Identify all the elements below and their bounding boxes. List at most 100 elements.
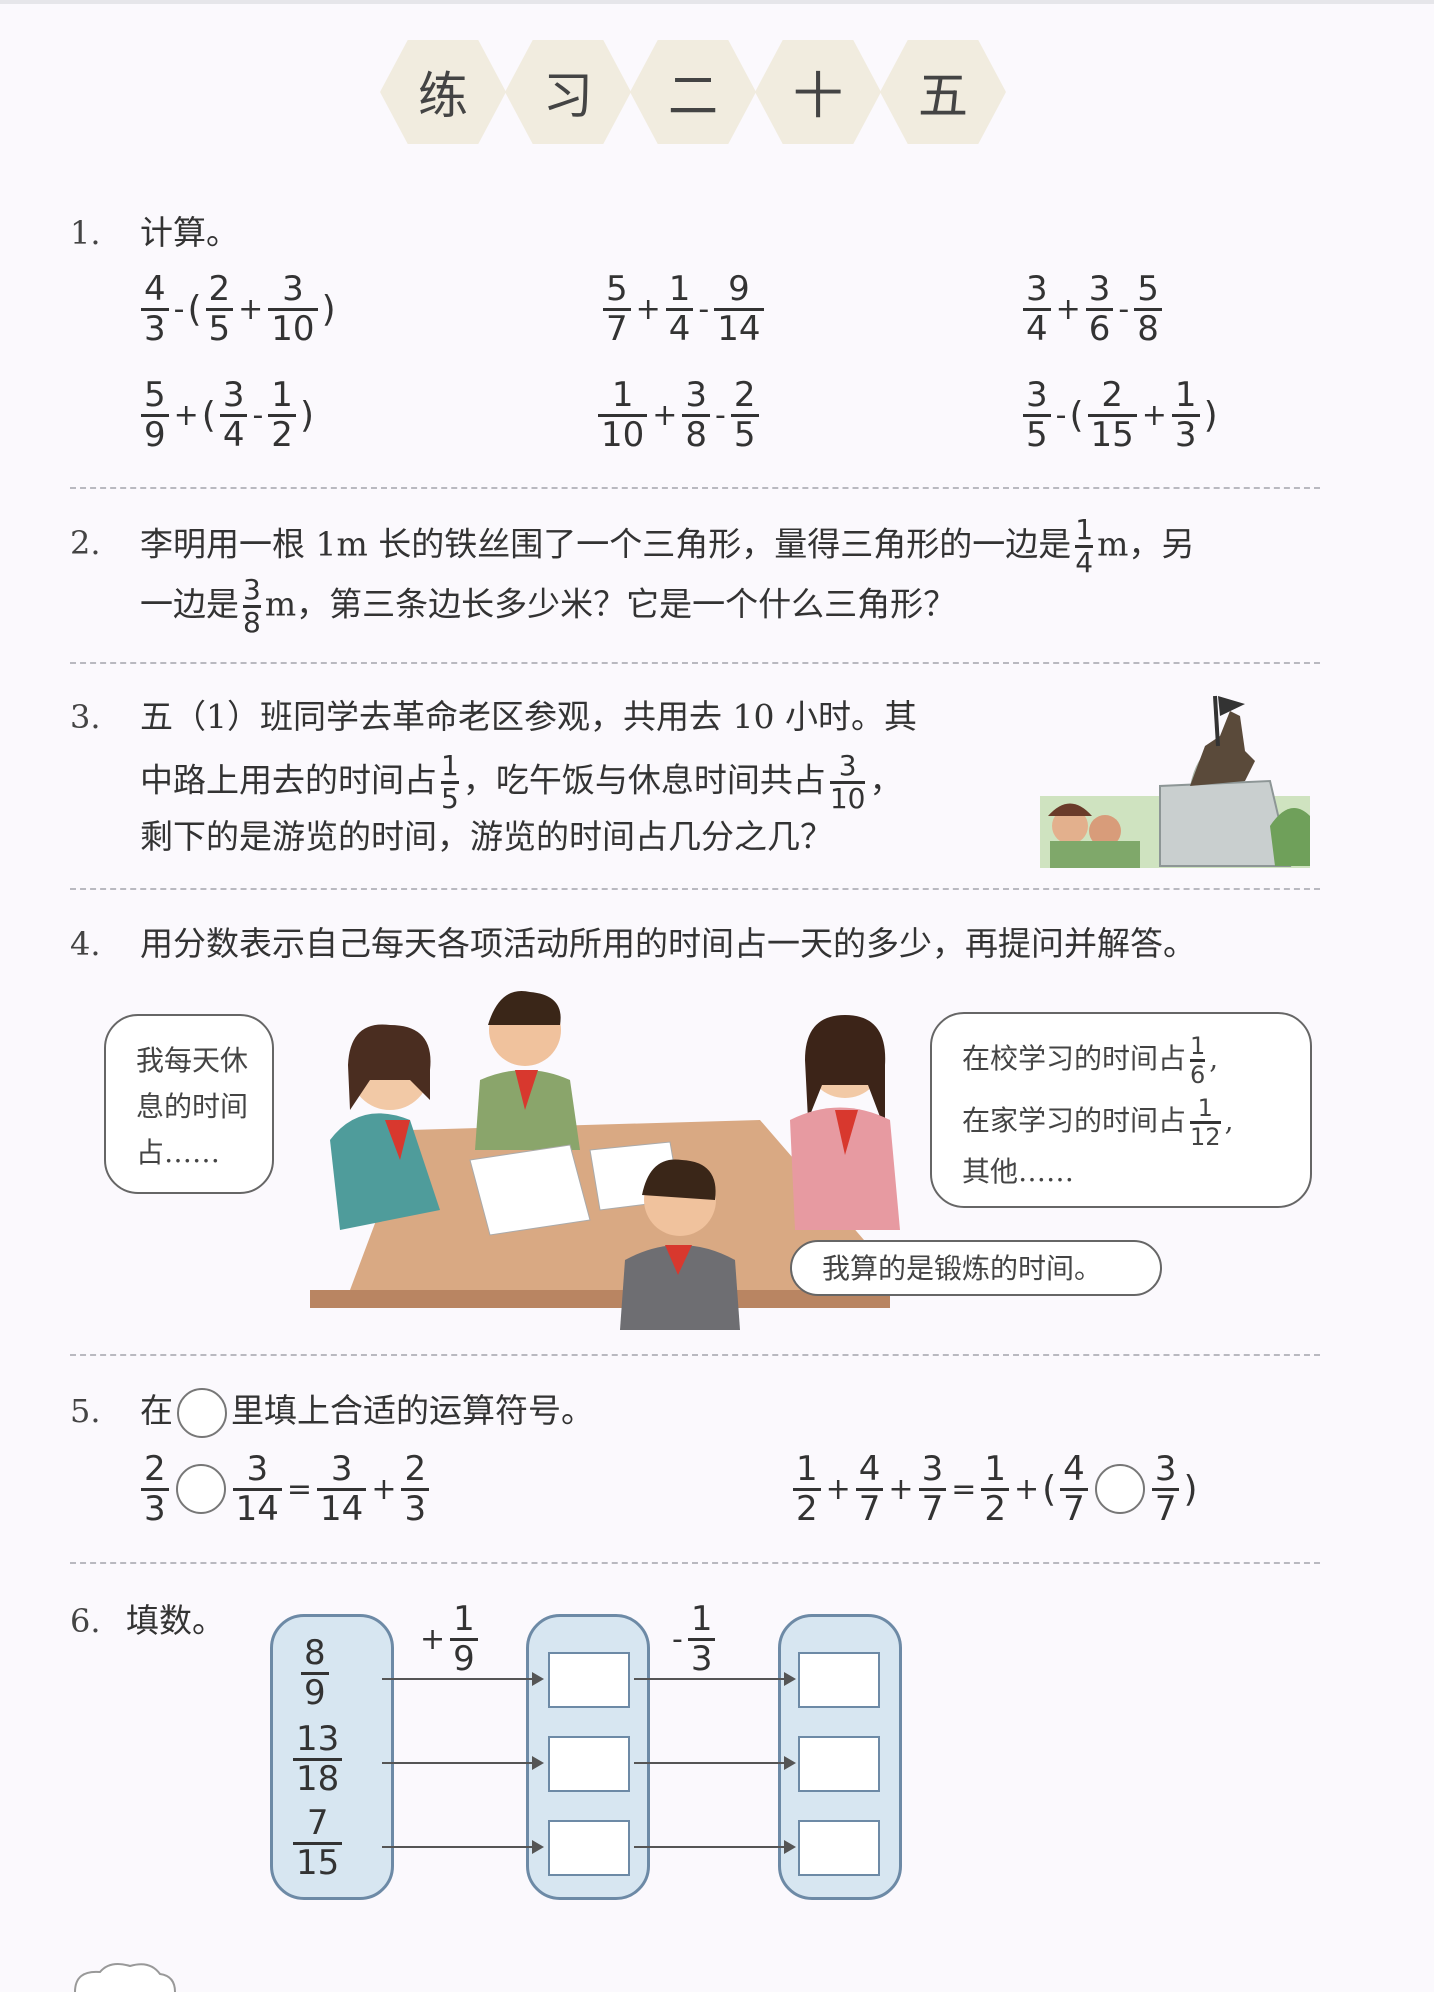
fraction-bar	[401, 1487, 430, 1491]
operator: +	[371, 1471, 397, 1507]
denominator: 7	[1154, 1488, 1177, 1529]
fraction-bar	[1087, 413, 1137, 417]
title-hex-5: 五	[880, 40, 1006, 144]
fraction: 9 14	[714, 269, 764, 349]
parenthesis: )	[299, 394, 314, 436]
answer-box[interactable]	[548, 1820, 630, 1876]
numerator: 1	[453, 1599, 475, 1639]
q3-line-3: 剩下的是游览的时间，游览的时间占几分之几？	[140, 817, 833, 856]
denominator: 2	[984, 1488, 1006, 1529]
divider	[70, 1354, 1320, 1356]
bubble-line: 息的时间	[136, 1090, 249, 1123]
fraction-bar	[793, 1487, 821, 1491]
fraction-bar	[1134, 307, 1162, 311]
fraction: 3 14	[317, 1452, 367, 1526]
numerator: 3	[838, 749, 857, 782]
cloud-icon	[74, 1963, 176, 1992]
denominator: 12	[1190, 1123, 1221, 1151]
q2-line-1: 李明用一根 1m 长的铁丝围了一个三角形，量得三角形的一边是 1 4 m，另	[140, 516, 1194, 577]
denominator: 6	[1088, 308, 1111, 349]
q2-text: 一边是	[140, 584, 239, 624]
numerator: 2	[1101, 375, 1123, 415]
numerator: 4	[1063, 1449, 1085, 1489]
numerator: 2	[733, 375, 756, 415]
numerator: 3	[222, 375, 245, 415]
numerator: 4	[858, 1449, 881, 1489]
denominator: 9	[304, 1672, 326, 1713]
fraction-bar	[714, 307, 764, 311]
numerator: 13	[296, 1719, 340, 1759]
divider	[70, 487, 1320, 489]
denominator: 18	[296, 1758, 340, 1799]
q3-text: 中路上用去的时间占	[140, 760, 437, 800]
fraction: 3 14	[232, 1449, 282, 1526]
q1-expression-6: 3 5-(2 15 +1 3)	[1020, 378, 1219, 452]
denominator: 14	[717, 308, 761, 349]
numerator: 3	[246, 1449, 269, 1489]
arrow-icon	[634, 1672, 796, 1686]
numerator: 9	[728, 269, 750, 309]
parenthesis: (	[187, 288, 202, 330]
numerator: 1	[271, 375, 293, 415]
bubble-line: 在家学习的时间占 1 12,	[962, 1094, 1234, 1151]
answer-box[interactable]	[548, 1652, 630, 1708]
answer-box[interactable]	[798, 1652, 880, 1708]
q1-number: 1.	[70, 214, 101, 252]
numerator: 5	[1137, 269, 1159, 309]
denominator: 3	[690, 1638, 713, 1679]
fraction-bar	[603, 307, 631, 311]
operator-circle-icon	[177, 1388, 227, 1438]
answer-box[interactable]	[798, 1820, 880, 1876]
q1-expression-4: 5 9 +(3 4-1 2)	[138, 378, 315, 452]
divider	[70, 888, 1320, 890]
operator: -	[1055, 397, 1067, 433]
answer-box[interactable]	[548, 1736, 630, 1792]
operator: +	[635, 291, 661, 327]
operator: +	[173, 397, 199, 433]
denominator: 9	[453, 1638, 475, 1679]
answer-box[interactable]	[798, 1736, 880, 1792]
q3-fraction-2: 3 10	[829, 749, 866, 813]
divider	[70, 1562, 1320, 1564]
fraction-bar	[219, 413, 248, 417]
numerator: 3	[1088, 269, 1111, 309]
bubble-line: 其他……	[962, 1155, 1075, 1188]
denominator: 3	[1174, 414, 1197, 455]
fraction-bar	[918, 1487, 947, 1491]
operator: -	[1118, 291, 1130, 327]
title-hex-2: 习	[505, 40, 631, 144]
input-fraction-2: 13 18	[290, 1722, 345, 1796]
q1-expression-2: 5 7 +1 4-9 14	[600, 272, 767, 346]
operator: =	[951, 1471, 977, 1507]
top-border	[0, 0, 1434, 4]
arrow-icon	[634, 1840, 796, 1854]
fraction-bar	[665, 307, 694, 311]
numerator: 2	[404, 1449, 427, 1489]
fraction-bar	[268, 307, 318, 311]
operator: -	[252, 397, 264, 433]
operator: =	[286, 1471, 313, 1507]
fraction-bar	[682, 413, 711, 417]
denominator: 15	[296, 1842, 340, 1883]
speech-bubble-right: 在校学习的时间占 1 6, 在家学习的时间占 1 12, 其他……	[930, 1012, 1312, 1208]
operator-circle-icon	[1094, 1464, 1145, 1515]
operator: +	[420, 1621, 446, 1657]
q5-number: 5.	[70, 1392, 101, 1430]
fraction-bar	[1023, 413, 1051, 417]
